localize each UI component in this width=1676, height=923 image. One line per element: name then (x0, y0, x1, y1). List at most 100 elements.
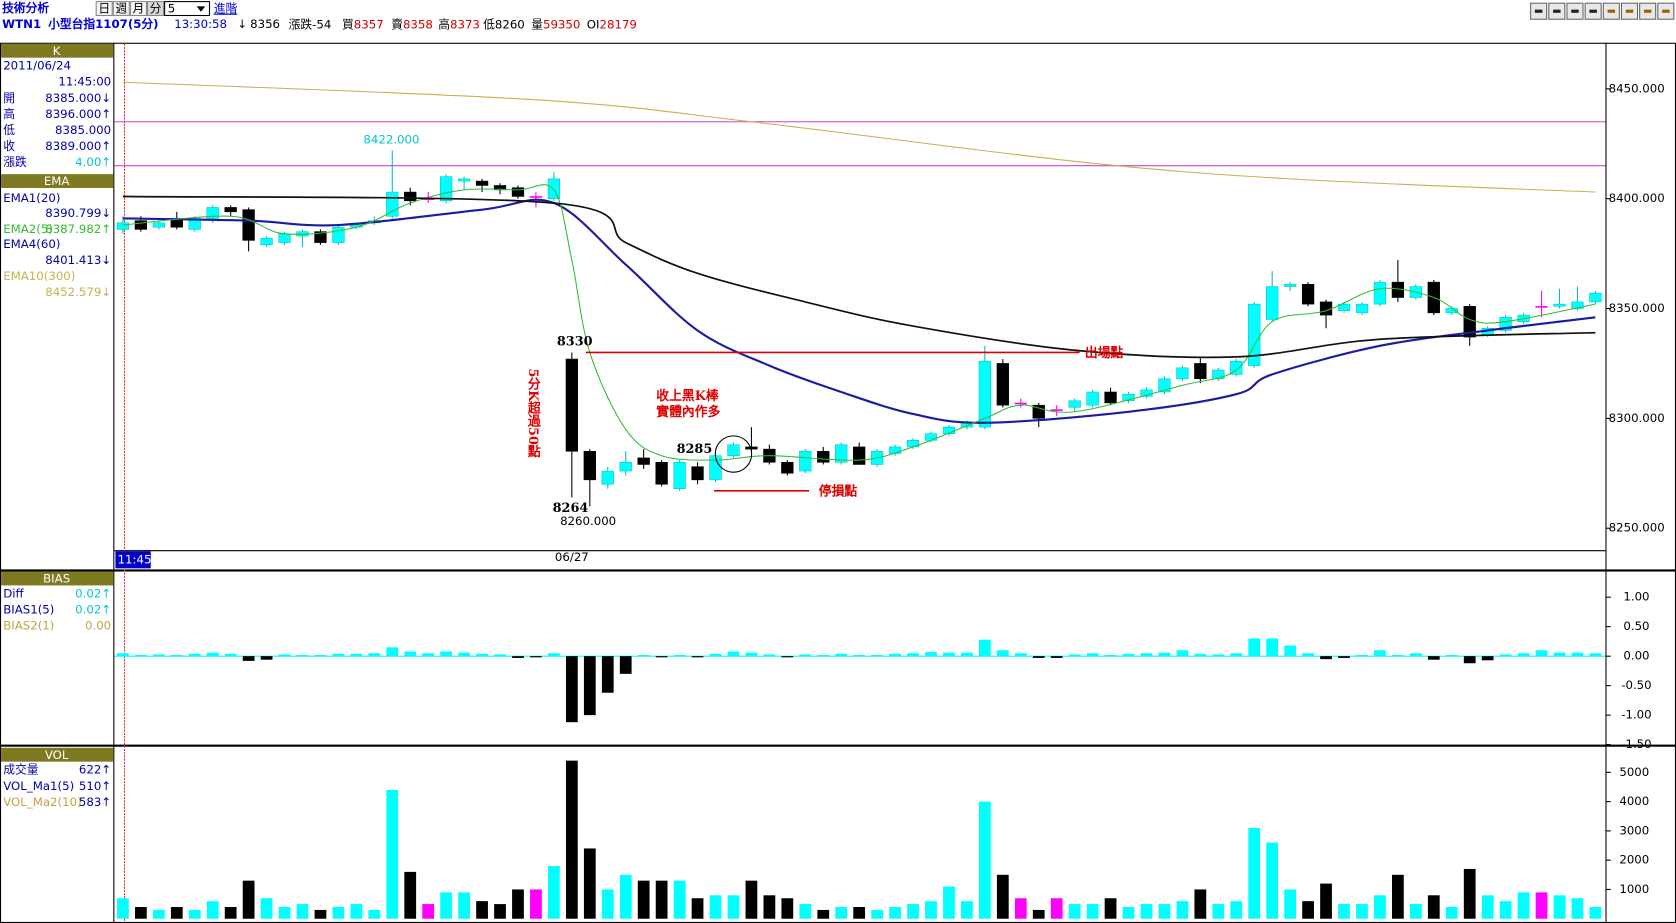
panel-divider (0, 569, 1676, 572)
ema-name: EMA1(20) (3, 191, 60, 205)
candle-body (1176, 367, 1189, 380)
bias-bar (368, 653, 381, 657)
vol-name: 成交量 (3, 763, 39, 777)
bias-bar (1140, 653, 1153, 657)
volume-bar (1356, 904, 1368, 919)
bias-bar (548, 653, 560, 657)
bias-bar (206, 652, 219, 657)
volume-bar (1374, 895, 1386, 919)
candle-body (1032, 404, 1045, 419)
bias-bar (476, 653, 488, 657)
volume-bar (619, 874, 632, 919)
bias-bar (260, 656, 273, 660)
volume-bar (512, 889, 524, 919)
bias-bar (1517, 653, 1530, 657)
y-tick-label: 8300.000 (1609, 411, 1665, 425)
candle-body (1553, 303, 1566, 307)
symbol: WTN1 (2, 17, 41, 31)
candle-body (206, 207, 219, 219)
candle-body (817, 451, 830, 463)
volume-bar (170, 907, 183, 919)
quote-field-value: 8260 (495, 17, 525, 31)
volume-bar (1391, 874, 1404, 919)
period-button[interactable] (95, 1, 113, 17)
bias-bar (170, 654, 183, 657)
candle-body (996, 363, 1009, 406)
volume-bar (1320, 883, 1332, 919)
candle-body (1068, 400, 1081, 408)
quote-field-label: OI (587, 17, 600, 31)
bias-bar (853, 654, 866, 657)
bias-bar (1463, 656, 1476, 664)
volume-bar (1499, 901, 1512, 919)
candle-body (691, 466, 704, 481)
ema-line (122, 81, 1596, 193)
volume-bar (1176, 901, 1189, 919)
volume-bar (943, 886, 955, 919)
volume-bar (961, 901, 973, 919)
x-tick-label: 06/27 (555, 550, 589, 564)
quote-field-value: 8357 (354, 17, 384, 31)
period-button[interactable] (129, 1, 147, 17)
bias-bar (1176, 650, 1189, 657)
k-row-name: 收 (3, 139, 15, 153)
candle-body (1230, 360, 1243, 375)
bias-bar (673, 654, 686, 657)
volume-bar (1517, 892, 1530, 919)
bias-bar (1427, 656, 1440, 660)
volume-bar (637, 880, 650, 919)
volume-bar (494, 904, 506, 919)
volume-bar (655, 880, 668, 919)
k-row-name: 漲跌 (3, 155, 27, 169)
candle-body (1014, 402, 1027, 405)
bias-bar (1122, 653, 1135, 657)
interval-select[interactable] (164, 1, 211, 17)
volume-bar (458, 892, 470, 919)
candle-body (1194, 363, 1207, 380)
ema-line (122, 195, 1596, 359)
volume-bar (548, 866, 560, 919)
k-row-name: 高 (3, 107, 15, 121)
symbol-name: 小型台指1107(5分) (47, 17, 158, 31)
quote-field: 量59350 (531, 17, 580, 31)
volume-bar (350, 904, 363, 919)
candle-body (1104, 391, 1117, 404)
y-tick-label: 1.00 (1623, 590, 1649, 604)
level-label: 停損點 (819, 483, 858, 499)
tool-icon (1625, 9, 1634, 13)
quote-field-label: 漲跌 (289, 17, 313, 31)
period-button[interactable] (146, 1, 165, 17)
period-label: 月 (133, 2, 145, 16)
quote-field-label: 買 (342, 17, 354, 31)
candle-body (475, 180, 489, 186)
bias-bar (961, 652, 973, 657)
y-tick-label: 0.00 (1623, 649, 1649, 663)
y-tick-label: 2000 (1619, 853, 1649, 867)
bias-bar (296, 654, 309, 657)
volume-bar (260, 898, 273, 919)
annotation: 8422.000 (363, 132, 419, 146)
bias-bar (619, 656, 632, 674)
candle-body (440, 176, 453, 202)
level-label: 出場點 (1085, 345, 1124, 361)
volume-bar (1409, 904, 1422, 919)
tool-icon (1571, 9, 1579, 13)
candle-body (1373, 281, 1387, 305)
section-header (1, 174, 114, 189)
bias-bar (1409, 653, 1422, 657)
bias-bar (512, 656, 524, 658)
candle-body (511, 187, 525, 197)
volume-bar (404, 871, 417, 919)
bias-bar (1248, 638, 1261, 657)
bias-bar (799, 654, 812, 657)
candle-body (1499, 317, 1512, 331)
candle-body (404, 191, 417, 202)
ema-readout: 8452.579↓ (45, 285, 111, 299)
y-tick-label: 4000 (1619, 794, 1649, 808)
quote-field-value: 8373 (450, 17, 480, 31)
period-button[interactable] (112, 1, 130, 17)
bias-bar (565, 656, 578, 723)
candle-body (709, 455, 722, 481)
ema-readout: 8390.799↓ (45, 206, 111, 220)
vol-name: VOL_Ma1(5) (3, 779, 74, 793)
